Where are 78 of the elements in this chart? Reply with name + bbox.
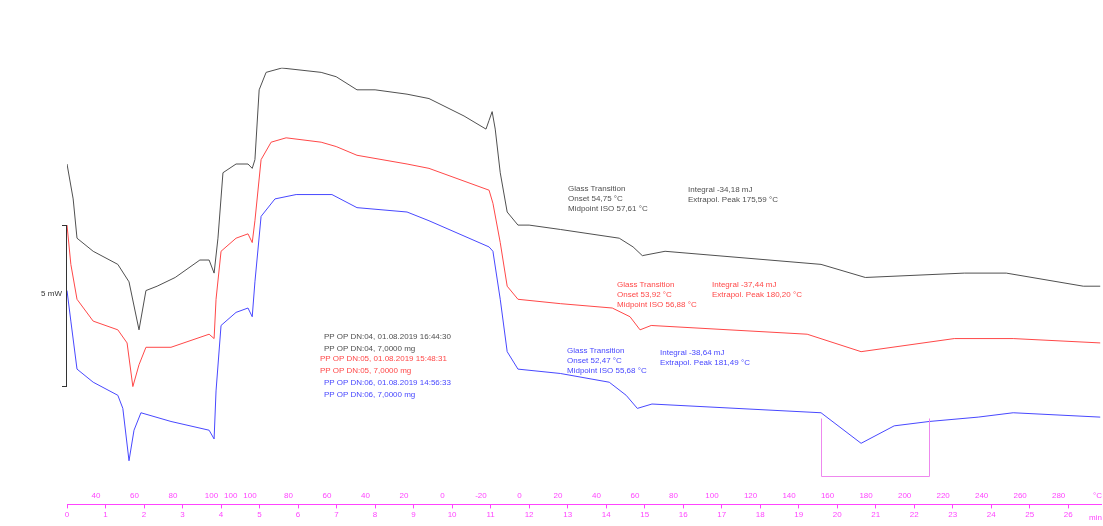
annotation: 260 <box>1013 490 1028 500</box>
annotation: 40 <box>592 490 602 500</box>
annotation: 100 <box>243 490 258 500</box>
annotation: Midpoint ISO 57,61 °C <box>568 204 648 214</box>
x-tick-label: 25 <box>1025 510 1035 520</box>
annotation: 80 <box>283 490 294 500</box>
annotation: 80 <box>669 490 679 500</box>
x-tick-label: 17 <box>717 510 727 520</box>
x-tick-label: 22 <box>909 510 920 520</box>
x-tick-label: 3 <box>180 510 186 520</box>
annotation: Integral -38,64 mJ <box>660 348 725 358</box>
annotation: PP OP DN:05, 7,0000 mg <box>320 366 412 376</box>
y-axis-title: 5 mW <box>40 288 62 300</box>
x-tick-label: 14 <box>601 510 612 520</box>
x-tick-label: 23 <box>948 510 958 520</box>
annotation: 140 <box>782 490 797 500</box>
x-tick-label: 21 <box>871 510 881 520</box>
annotation: 240 <box>974 490 989 500</box>
annotation: Midpoint ISO 55,68 °C <box>567 366 647 376</box>
annotation: °C <box>1093 490 1103 500</box>
annotation: Extrapol. Peak 181,49 °C <box>660 358 751 368</box>
annotation: Integral -37,44 mJ <box>712 280 777 290</box>
annotation: 40 <box>361 490 371 500</box>
annotation: 40 <box>91 490 101 500</box>
annotation: Glass Transition <box>567 346 625 356</box>
x-tick-label: 1 <box>103 510 109 520</box>
annotation: Onset 52,47 °C <box>567 356 623 366</box>
annotation: 100 <box>223 490 238 500</box>
x-tick-label: 20 <box>832 510 843 520</box>
x-tick-label: 24 <box>986 510 997 520</box>
annotation: PP OP DN:06, 7,0000 mg <box>324 390 416 400</box>
annotation: Onset 53,92 °C <box>617 290 673 300</box>
annotation: Midpoint ISO 56,88 °C <box>617 300 697 310</box>
x-tick-label: 9 <box>411 510 417 520</box>
annotation: -20 <box>475 490 488 500</box>
x-tick-label: 10 <box>447 510 458 520</box>
annotation: Integral -34,18 mJ <box>688 185 753 195</box>
annotation: 180 <box>859 490 874 500</box>
x-tick-label: 4 <box>218 510 224 520</box>
annotation: 100 <box>204 490 219 500</box>
annotation: 100 <box>705 490 720 500</box>
annotation: 220 <box>936 490 951 500</box>
text: PP OP DN:06, 01.08.2019 14:56:33 <box>324 378 452 388</box>
annotation: Extrapol. Peak 175,59 °C <box>688 195 779 205</box>
annotation: 60 <box>129 490 140 500</box>
x-tick-label: 12 <box>524 510 535 520</box>
x-tick-label: 26 <box>1063 510 1074 520</box>
annotation: Extrapol. Peak 180,20 °C <box>712 290 803 300</box>
annotation: 80 <box>168 490 178 500</box>
x-tick-label: 8 <box>372 510 378 520</box>
annotation: 60 <box>322 490 332 500</box>
x-tick-label: 0 <box>64 510 70 520</box>
x-tick-label: 13 <box>563 510 573 520</box>
x-tick-label: 6 <box>295 510 301 520</box>
x-tick-label: 7 <box>334 510 340 520</box>
x-tick-label: 15 <box>640 510 650 520</box>
annotation: 20 <box>399 490 409 500</box>
x-tick-label: 2 <box>141 510 147 520</box>
x-tick-label: 11 <box>486 510 496 520</box>
x-axis-title: min <box>1089 512 1102 522</box>
annotation: 0 <box>440 490 446 500</box>
x-tick-label: 5 <box>257 510 263 520</box>
text: PP OP DN:04, 01.08.2019 16:44:30 <box>324 332 452 342</box>
x-tick-label: 18 <box>755 510 766 520</box>
annotation: 160 <box>820 490 835 500</box>
annotation: 60 <box>630 490 641 500</box>
annotation: Glass Transition <box>617 280 675 290</box>
x-tick-label: 16 <box>678 510 689 520</box>
annotation: 20 <box>553 490 563 500</box>
annotation: 200 <box>897 490 912 500</box>
annotation: 120 <box>743 490 758 500</box>
x-tick-label: 19 <box>794 510 804 520</box>
annotation: 280 <box>1051 490 1066 500</box>
annotation: Onset 54,75 °C <box>568 194 624 204</box>
text: PP OP DN:05, 01.08.2019 15:48:31 <box>320 354 448 364</box>
annotation: PP OP DN:04, 7,0000 mg <box>324 344 416 354</box>
annotation: 0 <box>517 490 523 500</box>
annotation: Glass Transition <box>568 184 626 194</box>
